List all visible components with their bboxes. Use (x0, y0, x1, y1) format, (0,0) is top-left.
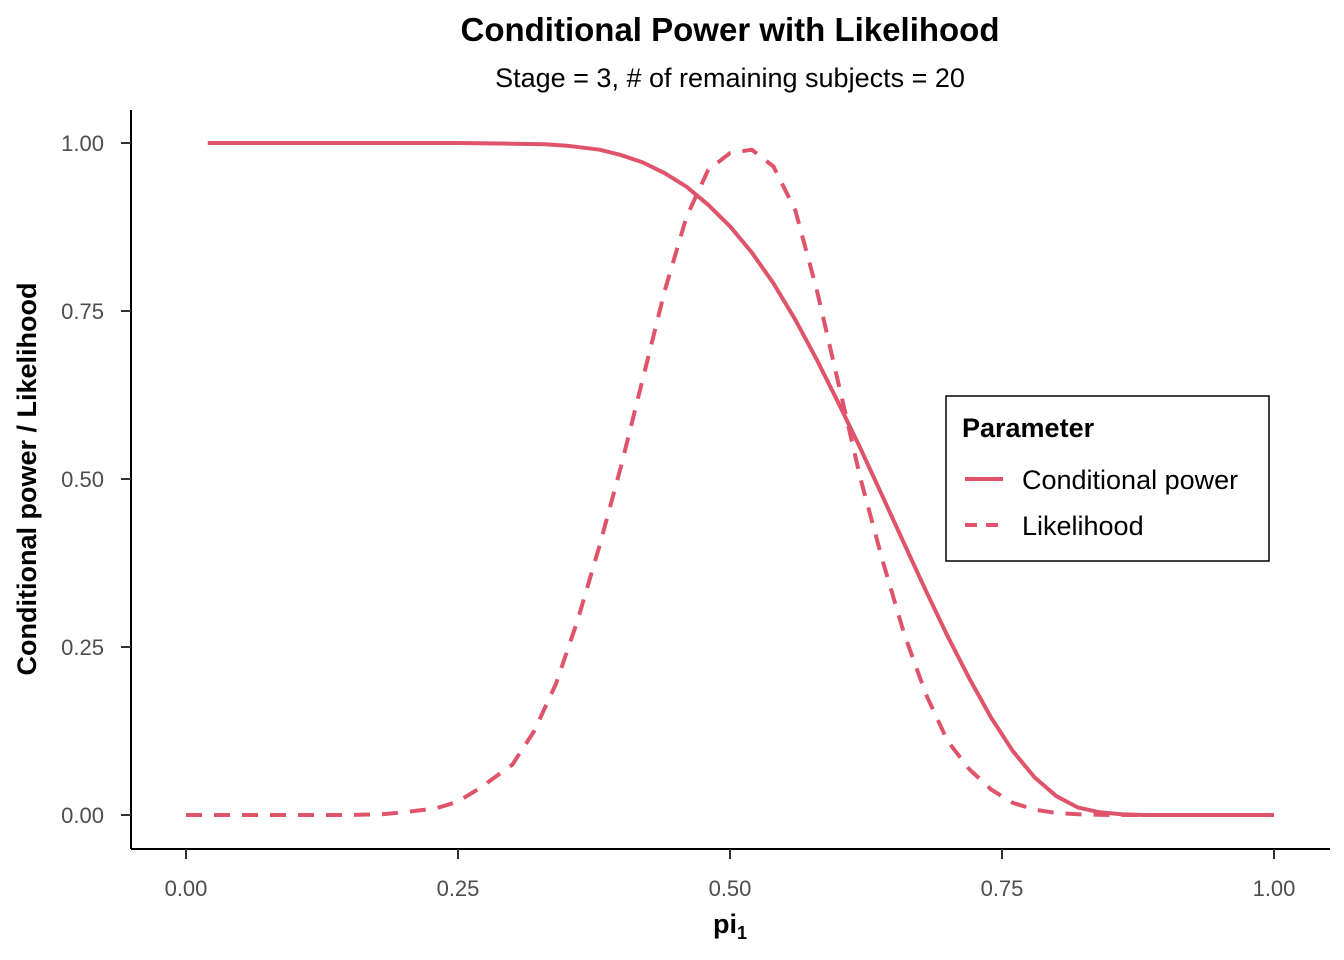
chart-subtitle: Stage = 3, # of remaining subjects = 20 (495, 63, 965, 93)
y-tick-label: 0.25 (61, 635, 104, 660)
legend: Parameter Conditional power Likelihood (945, 395, 1270, 562)
series-line-likelihood (186, 147, 1274, 817)
series-group (186, 141, 1274, 817)
legend-title: Parameter (962, 413, 1095, 443)
chart-title: Conditional Power with Likelihood (461, 11, 1000, 48)
y-tick-label: 0.75 (61, 299, 104, 324)
y-axis-title: Conditional power / Likelihood (12, 283, 42, 676)
y-tick-label: 1.00 (61, 131, 104, 156)
x-axis-title: pi1 (713, 909, 747, 943)
y-tick-label: 0.00 (61, 803, 104, 828)
series-line-conditional-power (207, 141, 1274, 817)
x-tick-label: 0.25 (437, 876, 480, 901)
legend-label-conditional-power: Conditional power (1022, 465, 1238, 495)
y-tick-label: 0.50 (61, 467, 104, 492)
x-tick-label: 1.00 (1253, 876, 1296, 901)
x-axis-title-main: pi (713, 909, 737, 939)
x-axis-title-subscript: 1 (737, 923, 747, 943)
x-ticks: 0.00 0.25 0.50 0.75 1.00 (165, 849, 1296, 901)
legend-label-likelihood: Likelihood (1022, 511, 1144, 541)
y-ticks: 0.00 0.25 0.50 0.75 1.00 (61, 131, 131, 828)
legend-box (945, 395, 1270, 562)
x-tick-label: 0.75 (981, 876, 1024, 901)
x-tick-label: 0.00 (165, 876, 208, 901)
x-tick-label: 0.50 (709, 876, 752, 901)
